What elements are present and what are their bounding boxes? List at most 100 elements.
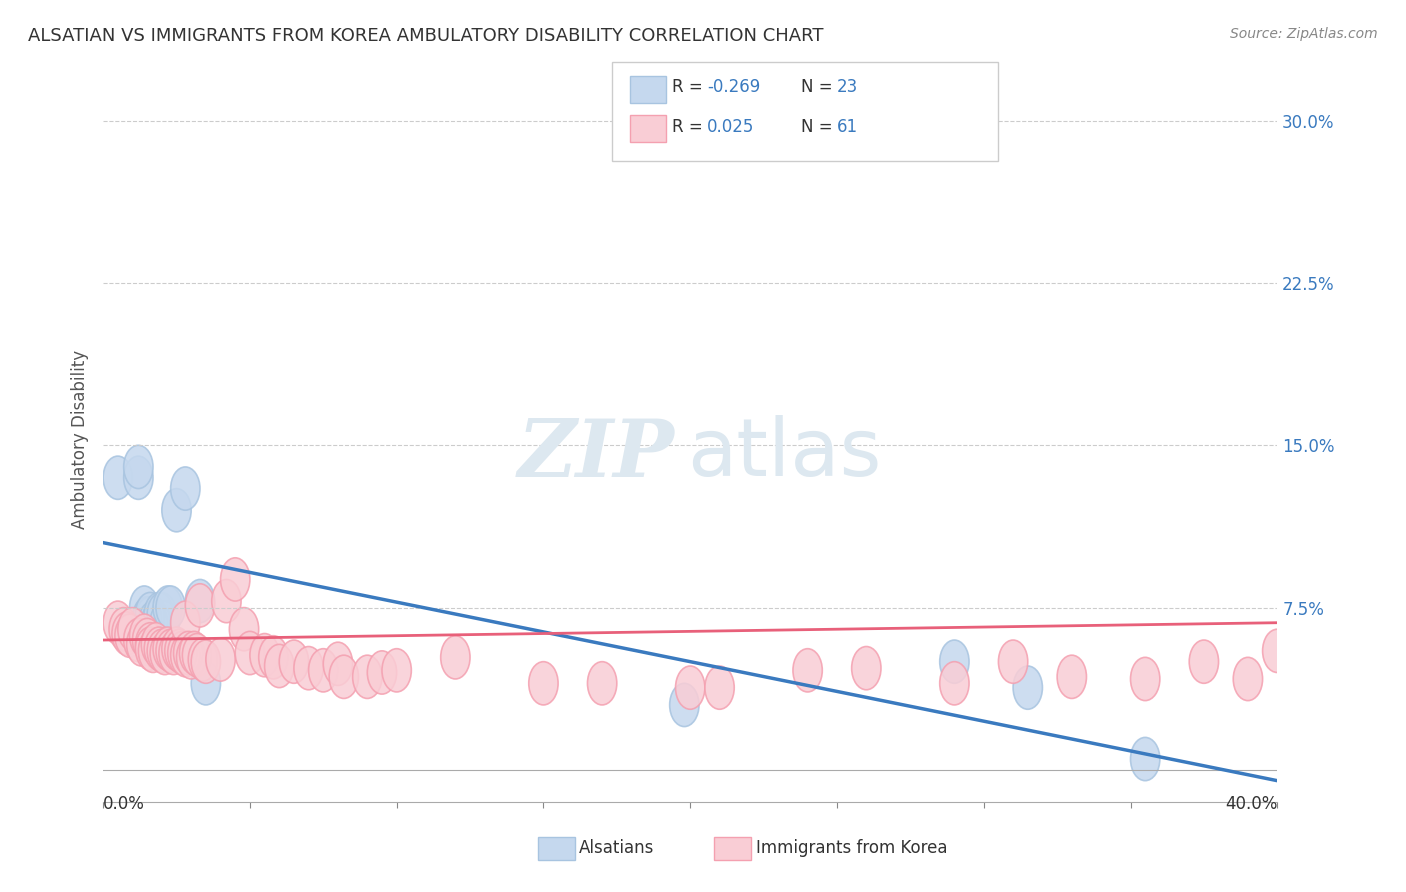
Ellipse shape: [145, 606, 173, 648]
Ellipse shape: [440, 636, 470, 679]
Ellipse shape: [153, 586, 183, 629]
Ellipse shape: [191, 662, 221, 705]
Ellipse shape: [998, 640, 1028, 683]
Ellipse shape: [129, 614, 159, 657]
Ellipse shape: [103, 456, 132, 500]
Ellipse shape: [235, 632, 264, 674]
Ellipse shape: [138, 601, 167, 644]
Ellipse shape: [132, 618, 162, 662]
Text: 0.025: 0.025: [707, 118, 755, 136]
Ellipse shape: [156, 629, 186, 673]
Ellipse shape: [103, 601, 132, 644]
Text: R =: R =: [672, 78, 709, 96]
Ellipse shape: [159, 632, 188, 674]
Ellipse shape: [150, 601, 180, 644]
Ellipse shape: [167, 632, 197, 674]
Ellipse shape: [1057, 656, 1087, 698]
Ellipse shape: [129, 586, 159, 629]
Ellipse shape: [173, 632, 202, 674]
Ellipse shape: [135, 592, 165, 636]
Ellipse shape: [280, 640, 308, 683]
Ellipse shape: [124, 456, 153, 500]
Ellipse shape: [329, 656, 359, 698]
Ellipse shape: [186, 583, 215, 627]
Ellipse shape: [205, 638, 235, 681]
Text: -0.269: -0.269: [707, 78, 761, 96]
Ellipse shape: [170, 633, 200, 677]
Ellipse shape: [669, 683, 699, 727]
Ellipse shape: [221, 558, 250, 601]
Ellipse shape: [132, 597, 162, 640]
Ellipse shape: [153, 627, 183, 670]
Text: Alsatians: Alsatians: [579, 839, 655, 857]
Ellipse shape: [382, 648, 412, 692]
Ellipse shape: [162, 489, 191, 532]
Text: 40.0%: 40.0%: [1225, 795, 1277, 813]
Ellipse shape: [177, 636, 205, 679]
Text: ALSATIAN VS IMMIGRANTS FROM KOREA AMBULATORY DISABILITY CORRELATION CHART: ALSATIAN VS IMMIGRANTS FROM KOREA AMBULA…: [28, 27, 824, 45]
Ellipse shape: [852, 647, 882, 690]
Ellipse shape: [115, 614, 145, 657]
Ellipse shape: [180, 632, 209, 674]
Text: ZIP: ZIP: [517, 416, 675, 493]
Text: 61: 61: [837, 118, 858, 136]
Ellipse shape: [675, 666, 704, 709]
Ellipse shape: [124, 445, 153, 489]
Ellipse shape: [112, 612, 141, 656]
Ellipse shape: [118, 607, 148, 651]
Ellipse shape: [1233, 657, 1263, 700]
Text: 23: 23: [837, 78, 858, 96]
Text: atlas: atlas: [688, 416, 882, 493]
Ellipse shape: [1130, 738, 1160, 780]
Ellipse shape: [138, 629, 167, 673]
Text: N =: N =: [801, 118, 838, 136]
Ellipse shape: [259, 636, 288, 679]
Ellipse shape: [1263, 629, 1292, 673]
Ellipse shape: [162, 627, 191, 670]
Ellipse shape: [264, 644, 294, 688]
Ellipse shape: [156, 586, 186, 629]
Ellipse shape: [145, 592, 173, 636]
Text: R =: R =: [672, 118, 709, 136]
Ellipse shape: [135, 597, 165, 640]
Ellipse shape: [148, 592, 177, 636]
Ellipse shape: [939, 662, 969, 705]
Ellipse shape: [110, 607, 138, 651]
Ellipse shape: [191, 640, 221, 683]
Ellipse shape: [367, 651, 396, 694]
Ellipse shape: [141, 623, 170, 666]
Ellipse shape: [165, 629, 194, 673]
Ellipse shape: [353, 656, 382, 698]
Ellipse shape: [529, 662, 558, 705]
Text: 0.0%: 0.0%: [103, 795, 145, 813]
Ellipse shape: [135, 623, 165, 666]
Ellipse shape: [183, 633, 212, 677]
Ellipse shape: [212, 580, 240, 623]
Ellipse shape: [127, 623, 156, 666]
Ellipse shape: [588, 662, 617, 705]
Ellipse shape: [229, 607, 259, 651]
Text: N =: N =: [801, 78, 838, 96]
Ellipse shape: [704, 666, 734, 709]
Ellipse shape: [150, 632, 180, 674]
Ellipse shape: [124, 618, 153, 662]
Y-axis label: Ambulatory Disability: Ambulatory Disability: [72, 351, 89, 530]
Ellipse shape: [170, 601, 200, 644]
Ellipse shape: [1130, 657, 1160, 700]
Ellipse shape: [793, 648, 823, 692]
Ellipse shape: [939, 640, 969, 683]
Ellipse shape: [1014, 666, 1042, 709]
Ellipse shape: [1189, 640, 1219, 683]
Ellipse shape: [188, 638, 218, 681]
Ellipse shape: [145, 627, 173, 670]
Ellipse shape: [148, 629, 177, 673]
Ellipse shape: [323, 642, 353, 685]
Ellipse shape: [250, 633, 280, 677]
Ellipse shape: [294, 647, 323, 690]
Text: Source: ZipAtlas.com: Source: ZipAtlas.com: [1230, 27, 1378, 41]
Ellipse shape: [186, 580, 215, 623]
Ellipse shape: [135, 627, 165, 670]
Ellipse shape: [308, 648, 337, 692]
Ellipse shape: [141, 601, 170, 644]
Text: Immigrants from Korea: Immigrants from Korea: [756, 839, 948, 857]
